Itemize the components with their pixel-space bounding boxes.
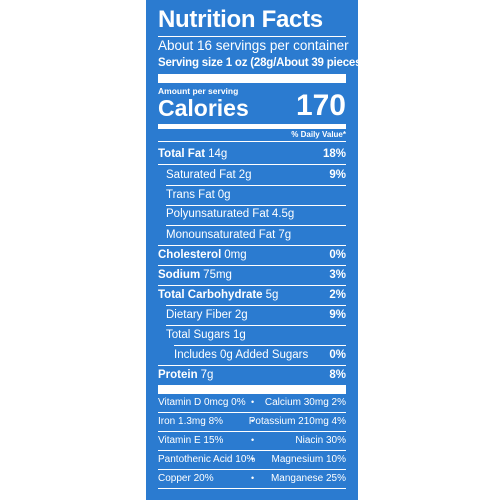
divider xyxy=(158,412,346,413)
vitamin-right: Potassium 210mg 4% xyxy=(248,416,346,427)
vitamin-row: Pantothenic Acid 10% • Magnesium 10% xyxy=(158,451,346,469)
divider xyxy=(166,305,346,306)
nutrient-name: Total Carbohydrate xyxy=(158,289,263,301)
nutrient-name: Trans Fat xyxy=(166,189,215,201)
label-title: Nutrition Facts xyxy=(158,6,323,33)
nutrient-name: Cholesterol xyxy=(158,249,222,261)
nutrient-dv: 0% xyxy=(329,349,346,361)
amount-per-serving: Amount per serving xyxy=(158,86,239,96)
vitamin-row: Vitamin E 15% • Niacin 30% xyxy=(158,432,346,450)
nutrient-amount: 7g xyxy=(278,229,292,241)
nutrient-amount: 2g xyxy=(234,309,248,321)
nutrition-facts-panel: Nutrition Facts About 16 servings per co… xyxy=(146,0,358,500)
servings-per-container: About 16 servings per container xyxy=(158,38,349,53)
divider xyxy=(158,285,346,286)
nutrient-name: Includes 0g Added Sugars xyxy=(174,349,309,361)
nutrient-row-cholesterol: Cholesterol 0mg 0% xyxy=(158,245,346,265)
nutrient-name: Saturated Fat xyxy=(166,169,236,181)
divider xyxy=(158,265,346,266)
divider xyxy=(158,141,346,142)
vitamin-left: Vitamin E 15% xyxy=(158,435,224,446)
divider xyxy=(158,245,346,246)
nutrient-name: Dietary Fiber xyxy=(166,309,232,321)
nutrient-row-total-carbohydrate: Total Carbohydrate 5g 2% xyxy=(158,285,346,305)
nutrient-row-added-sugars: Includes 0g Added Sugars 0% xyxy=(158,345,346,365)
nutrient-amount: 7g xyxy=(200,369,214,381)
divider xyxy=(166,205,346,206)
vitamin-left: Iron 1.3mg 8% xyxy=(158,416,224,427)
serving-size: Serving size 1 oz (28g/About 39 pieces) xyxy=(158,57,358,69)
thick-divider xyxy=(158,74,346,83)
vitamin-right: Manganese 25% xyxy=(270,473,346,484)
separator-dot: • xyxy=(251,473,255,483)
daily-value-header: % Daily Value* xyxy=(291,130,346,139)
nutrient-amount: 5g xyxy=(265,289,279,301)
divider xyxy=(166,325,346,326)
vitamin-row: Copper 20% • Manganese 25% xyxy=(158,470,346,488)
divider xyxy=(158,450,346,451)
nutrient-row-protein: Protein 7g 8% xyxy=(158,365,346,385)
divider xyxy=(166,225,346,226)
nutrient-amount: 0g xyxy=(217,189,231,201)
vitamin-right: Niacin 30% xyxy=(295,435,346,446)
separator-dot: • xyxy=(251,435,255,445)
nutrient-row-total-fat: Total Fat 14g 18% xyxy=(158,144,346,164)
nutrient-dv: 18% xyxy=(322,148,346,160)
nutrient-amount: 75mg xyxy=(203,269,232,281)
nutrient-amount: 4.5g xyxy=(271,208,295,220)
separator-dot: • xyxy=(251,416,255,426)
nutrient-name: Total Sugars xyxy=(166,329,230,341)
divider xyxy=(158,469,346,470)
divider xyxy=(158,164,346,165)
nutrient-amount: 14g xyxy=(208,148,228,160)
divider xyxy=(158,365,346,366)
nutrient-amount: 0mg xyxy=(224,249,247,261)
nutrient-amount: 2g xyxy=(238,169,252,181)
divider xyxy=(158,36,346,37)
nutrient-name: Polyunsaturated Fat xyxy=(166,208,269,220)
nutrient-dv: 3% xyxy=(329,269,346,281)
nutrient-dv: 8% xyxy=(329,369,346,381)
divider xyxy=(166,185,346,186)
divider xyxy=(174,345,346,346)
nutrient-row-polyunsaturated-fat: Polyunsaturated Fat 4.5g xyxy=(158,204,346,224)
separator-dot: • xyxy=(251,397,255,407)
medium-divider xyxy=(158,124,346,129)
calories-value: 170 xyxy=(295,89,346,122)
nutrient-name: Protein xyxy=(158,369,198,381)
divider xyxy=(158,488,346,489)
nutrient-row-sodium: Sodium 75mg 3% xyxy=(158,265,346,285)
nutrient-row-total-sugars: Total Sugars 1g xyxy=(158,325,346,345)
nutrient-row-monounsaturated-fat: Monounsaturated Fat 7g xyxy=(158,225,346,245)
nutrient-dv: 9% xyxy=(329,169,346,181)
divider xyxy=(158,431,346,432)
vitamin-left: Copper 20% xyxy=(158,473,214,484)
nutrient-dv: 2% xyxy=(329,289,346,301)
nutrient-dv: 0% xyxy=(329,249,346,261)
nutrient-amount: 1g xyxy=(232,329,246,341)
vitamin-left: Vitamin D 0mcg 0% xyxy=(158,397,246,408)
separator-dot: • xyxy=(251,454,255,464)
nutrient-row-dietary-fiber: Dietary Fiber 2g 9% xyxy=(158,305,346,325)
calories-label: Calories xyxy=(158,95,249,121)
nutrient-row-saturated-fat: Saturated Fat 2g 9% xyxy=(158,165,346,185)
vitamin-row: Iron 1.3mg 8% • Potassium 210mg 4% xyxy=(158,413,346,431)
nutrient-name: Sodium xyxy=(158,269,201,281)
nutrient-name: Total Fat xyxy=(158,148,206,160)
thick-divider xyxy=(158,385,346,394)
nutrient-dv: 9% xyxy=(329,309,346,321)
nutrient-row-trans-fat: Trans Fat 0g xyxy=(158,185,346,205)
vitamin-row: Vitamin D 0mcg 0% • Calcium 30mg 2% xyxy=(158,394,346,412)
nutrient-name: Monounsaturated Fat xyxy=(166,229,276,241)
vitamin-left: Pantothenic Acid 10% xyxy=(158,454,256,465)
vitamin-right: Magnesium 10% xyxy=(271,454,346,465)
vitamin-right: Calcium 30mg 2% xyxy=(264,397,346,408)
